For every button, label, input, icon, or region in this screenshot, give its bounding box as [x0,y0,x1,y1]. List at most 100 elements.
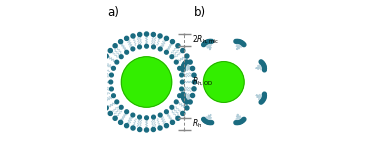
Circle shape [261,62,265,66]
Circle shape [138,127,142,132]
Circle shape [182,62,186,66]
Circle shape [192,73,196,77]
Circle shape [205,120,209,124]
Circle shape [97,73,101,77]
Circle shape [176,116,180,120]
Circle shape [151,32,155,37]
Circle shape [188,100,192,104]
Circle shape [203,42,206,45]
Text: a): a) [108,6,120,19]
Circle shape [125,110,129,114]
Circle shape [109,80,113,84]
Circle shape [185,100,188,104]
Circle shape [170,120,174,124]
Circle shape [138,115,141,119]
Circle shape [178,66,182,70]
Circle shape [112,66,115,70]
Circle shape [181,94,185,97]
Text: $R_{\mathrm{h}}$: $R_{\mathrm{h}}$ [192,118,202,130]
Circle shape [99,66,103,71]
Circle shape [204,41,208,44]
Circle shape [125,50,129,54]
Circle shape [104,54,108,58]
Circle shape [202,117,205,121]
Circle shape [158,47,162,51]
Circle shape [131,34,135,38]
Circle shape [113,48,180,116]
Circle shape [158,126,162,130]
Circle shape [240,120,244,123]
Circle shape [191,93,195,98]
Circle shape [170,55,174,59]
Circle shape [144,32,149,36]
Circle shape [119,55,123,59]
Circle shape [101,60,105,64]
Circle shape [235,39,239,43]
Circle shape [131,126,135,130]
Circle shape [97,80,101,84]
Circle shape [185,60,188,64]
Circle shape [158,34,162,38]
Circle shape [183,61,187,65]
Circle shape [119,105,123,109]
Circle shape [183,99,187,103]
Circle shape [262,92,266,96]
Circle shape [259,100,263,104]
Circle shape [158,113,162,117]
Circle shape [242,43,246,47]
Circle shape [203,119,206,122]
Circle shape [118,120,123,124]
Circle shape [241,119,245,122]
Circle shape [262,65,266,69]
Circle shape [237,40,241,43]
Circle shape [124,124,129,128]
Circle shape [262,63,266,67]
Circle shape [235,121,239,125]
Circle shape [118,40,123,44]
Circle shape [207,121,211,124]
Circle shape [185,54,189,58]
Circle shape [192,87,196,91]
Circle shape [234,40,238,43]
Circle shape [151,127,155,132]
Circle shape [131,113,135,117]
Circle shape [115,100,119,104]
Circle shape [207,40,211,43]
Circle shape [238,120,242,124]
Circle shape [210,40,214,43]
Text: 2$R_{\mathrm{h,mic}}$: 2$R_{\mathrm{h,mic}}$ [192,34,220,46]
Circle shape [193,80,197,84]
Circle shape [131,47,135,51]
Circle shape [188,60,192,64]
Circle shape [101,36,193,128]
Circle shape [109,73,113,77]
Circle shape [145,116,149,120]
Circle shape [174,100,178,104]
Circle shape [263,67,267,70]
Circle shape [152,45,155,49]
Circle shape [121,57,172,107]
Circle shape [174,60,178,64]
Circle shape [185,106,189,110]
Circle shape [182,98,186,102]
Circle shape [181,111,185,115]
Circle shape [112,94,115,98]
Circle shape [205,40,209,44]
Circle shape [108,111,112,115]
Circle shape [237,121,241,124]
Circle shape [113,116,117,120]
Circle shape [101,100,105,104]
Circle shape [124,36,129,40]
Circle shape [104,106,108,110]
Circle shape [164,36,168,40]
Text: b): b) [194,6,206,19]
Circle shape [152,115,155,119]
Circle shape [176,44,180,48]
Circle shape [181,68,185,72]
Circle shape [208,121,212,125]
Circle shape [182,63,185,67]
Circle shape [208,39,212,43]
Circle shape [181,92,185,96]
Circle shape [181,65,185,69]
Circle shape [99,93,103,98]
